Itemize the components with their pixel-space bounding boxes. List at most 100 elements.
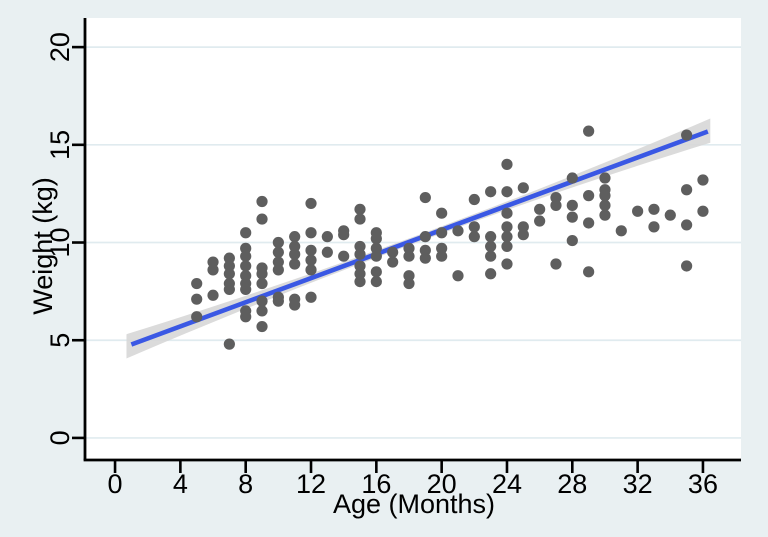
data-point (599, 199, 611, 211)
data-point (436, 250, 448, 262)
data-point (419, 191, 431, 204)
data-point (534, 215, 546, 227)
data-point (191, 311, 203, 323)
data-point (223, 252, 235, 264)
x-axis-title: Age (Months) (333, 489, 495, 519)
scatter-points-layer (191, 125, 709, 350)
data-point (566, 199, 578, 211)
data-point (256, 195, 268, 208)
data-point (305, 254, 317, 266)
y-tick-label: 15 (45, 130, 75, 160)
y-tick-label: 0 (45, 430, 75, 445)
x-tick-label: 12 (296, 469, 326, 499)
x-tick-label: 32 (623, 469, 653, 499)
data-point (583, 217, 595, 229)
data-point (419, 231, 431, 243)
data-point (354, 268, 366, 280)
data-point (289, 231, 301, 243)
y-tick-label: 5 (45, 333, 75, 348)
data-point (517, 182, 529, 194)
data-point (370, 233, 382, 245)
data-point (583, 266, 595, 278)
y-axis-title: Weight (kg) (28, 177, 58, 315)
data-point (468, 193, 480, 206)
data-point (550, 191, 562, 204)
data-point (321, 231, 333, 243)
data-point (681, 184, 693, 196)
data-point (272, 264, 284, 276)
data-point (191, 277, 203, 290)
data-point (501, 240, 513, 253)
data-point (256, 268, 268, 280)
data-point (485, 186, 497, 198)
data-point (370, 242, 382, 254)
data-point (436, 242, 448, 254)
data-point (436, 227, 448, 239)
data-point (419, 252, 431, 264)
data-point (354, 275, 366, 288)
data-point (485, 240, 497, 253)
data-point (501, 158, 513, 170)
data-point (240, 227, 252, 239)
data-point (387, 246, 399, 258)
axes-layer (72, 18, 741, 473)
x-tick-label: 16 (361, 469, 391, 499)
data-point (240, 242, 252, 254)
data-point (272, 246, 284, 258)
data-point (566, 234, 578, 247)
data-point (566, 172, 578, 184)
data-point (566, 211, 578, 223)
data-point (452, 270, 464, 282)
data-point (207, 264, 219, 276)
data-point (370, 266, 382, 278)
data-point (256, 277, 268, 290)
data-point (648, 203, 660, 215)
data-point (305, 291, 317, 303)
data-point (240, 250, 252, 262)
data-point (240, 260, 252, 272)
x-tick-label: 28 (557, 469, 587, 499)
data-point (436, 207, 448, 219)
data-point (240, 311, 252, 323)
data-point (697, 205, 709, 217)
data-point (223, 268, 235, 280)
data-point (681, 129, 693, 141)
data-point (289, 299, 301, 311)
data-point (403, 250, 415, 262)
data-point (485, 268, 497, 280)
data-point (501, 186, 513, 198)
x-tick-label: 8 (238, 469, 253, 499)
data-point (681, 260, 693, 272)
data-point (583, 190, 595, 202)
data-point (256, 295, 268, 307)
data-point (321, 246, 333, 258)
data-point (289, 248, 301, 260)
data-point (468, 221, 480, 233)
x-tick-label: 4 (173, 469, 188, 499)
data-point (354, 260, 366, 272)
data-point (615, 225, 627, 237)
data-point (517, 221, 529, 233)
fit-line (130, 129, 709, 347)
data-point (583, 125, 595, 137)
data-point (550, 199, 562, 211)
data-point (272, 295, 284, 307)
data-point (354, 203, 366, 215)
data-point (452, 225, 464, 237)
data-point (403, 242, 415, 254)
data-point (370, 275, 382, 288)
data-point (664, 209, 676, 221)
data-point (599, 190, 611, 202)
data-point (289, 258, 301, 270)
data-point (338, 229, 350, 241)
data-point (501, 231, 513, 243)
data-point (485, 250, 497, 262)
data-point (207, 289, 219, 301)
data-point (223, 283, 235, 296)
data-point (256, 320, 268, 333)
tick-labels-layer: 0 4 8 12 16 20 24 28 32 36 0 5 10 15 20 (45, 32, 718, 499)
x-tick-label: 24 (492, 469, 522, 499)
data-point (419, 244, 431, 256)
y-tick-label: 10 (45, 227, 75, 257)
